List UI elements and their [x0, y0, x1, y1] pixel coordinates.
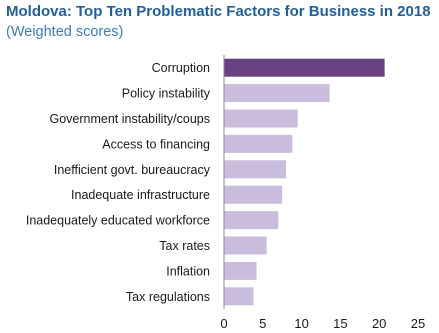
bar-4	[224, 160, 287, 179]
category-label-5: Inadequate infrastructure	[71, 188, 210, 202]
category-label-9: Tax regulations	[126, 290, 210, 304]
bar-3	[224, 134, 293, 153]
x-axis-ticks: 0 5 10 15 20 25	[220, 316, 425, 331]
bar-2	[224, 109, 298, 128]
x-tick-label-1: 5	[259, 316, 266, 331]
chart-subtitle: (Weighted scores)	[6, 24, 124, 40]
category-label-3: Access to financing	[102, 137, 210, 151]
x-tick-label-0: 0	[220, 316, 227, 331]
bar-0	[224, 58, 385, 77]
category-label-2: Government instability/coups	[50, 112, 211, 126]
bar-7	[224, 236, 267, 255]
category-label-7: Tax rates	[159, 239, 210, 253]
category-label-1: Policy instability	[122, 87, 211, 101]
x-tick-label-2: 10	[294, 316, 308, 331]
bar-8	[224, 261, 257, 280]
x-tick-label-5: 25	[411, 316, 425, 331]
category-label-4: Inefficient govt. bureaucracy	[54, 163, 211, 177]
category-labels: Corruption Policy instability Government i…	[26, 61, 211, 304]
bar-1	[224, 84, 330, 103]
bars-group	[224, 58, 385, 306]
x-tick-label-3: 15	[333, 316, 347, 331]
bar-5	[224, 185, 283, 204]
bar-6	[224, 211, 279, 230]
category-label-8: Inflation	[166, 264, 210, 278]
chart-title: Moldova: Top Ten Problematic Factors for…	[6, 3, 431, 20]
category-label-6: Inadequately educated workforce	[26, 214, 210, 228]
x-tick-label-4: 20	[372, 316, 386, 331]
bar-9	[224, 287, 254, 306]
category-label-0: Corruption	[152, 61, 210, 75]
